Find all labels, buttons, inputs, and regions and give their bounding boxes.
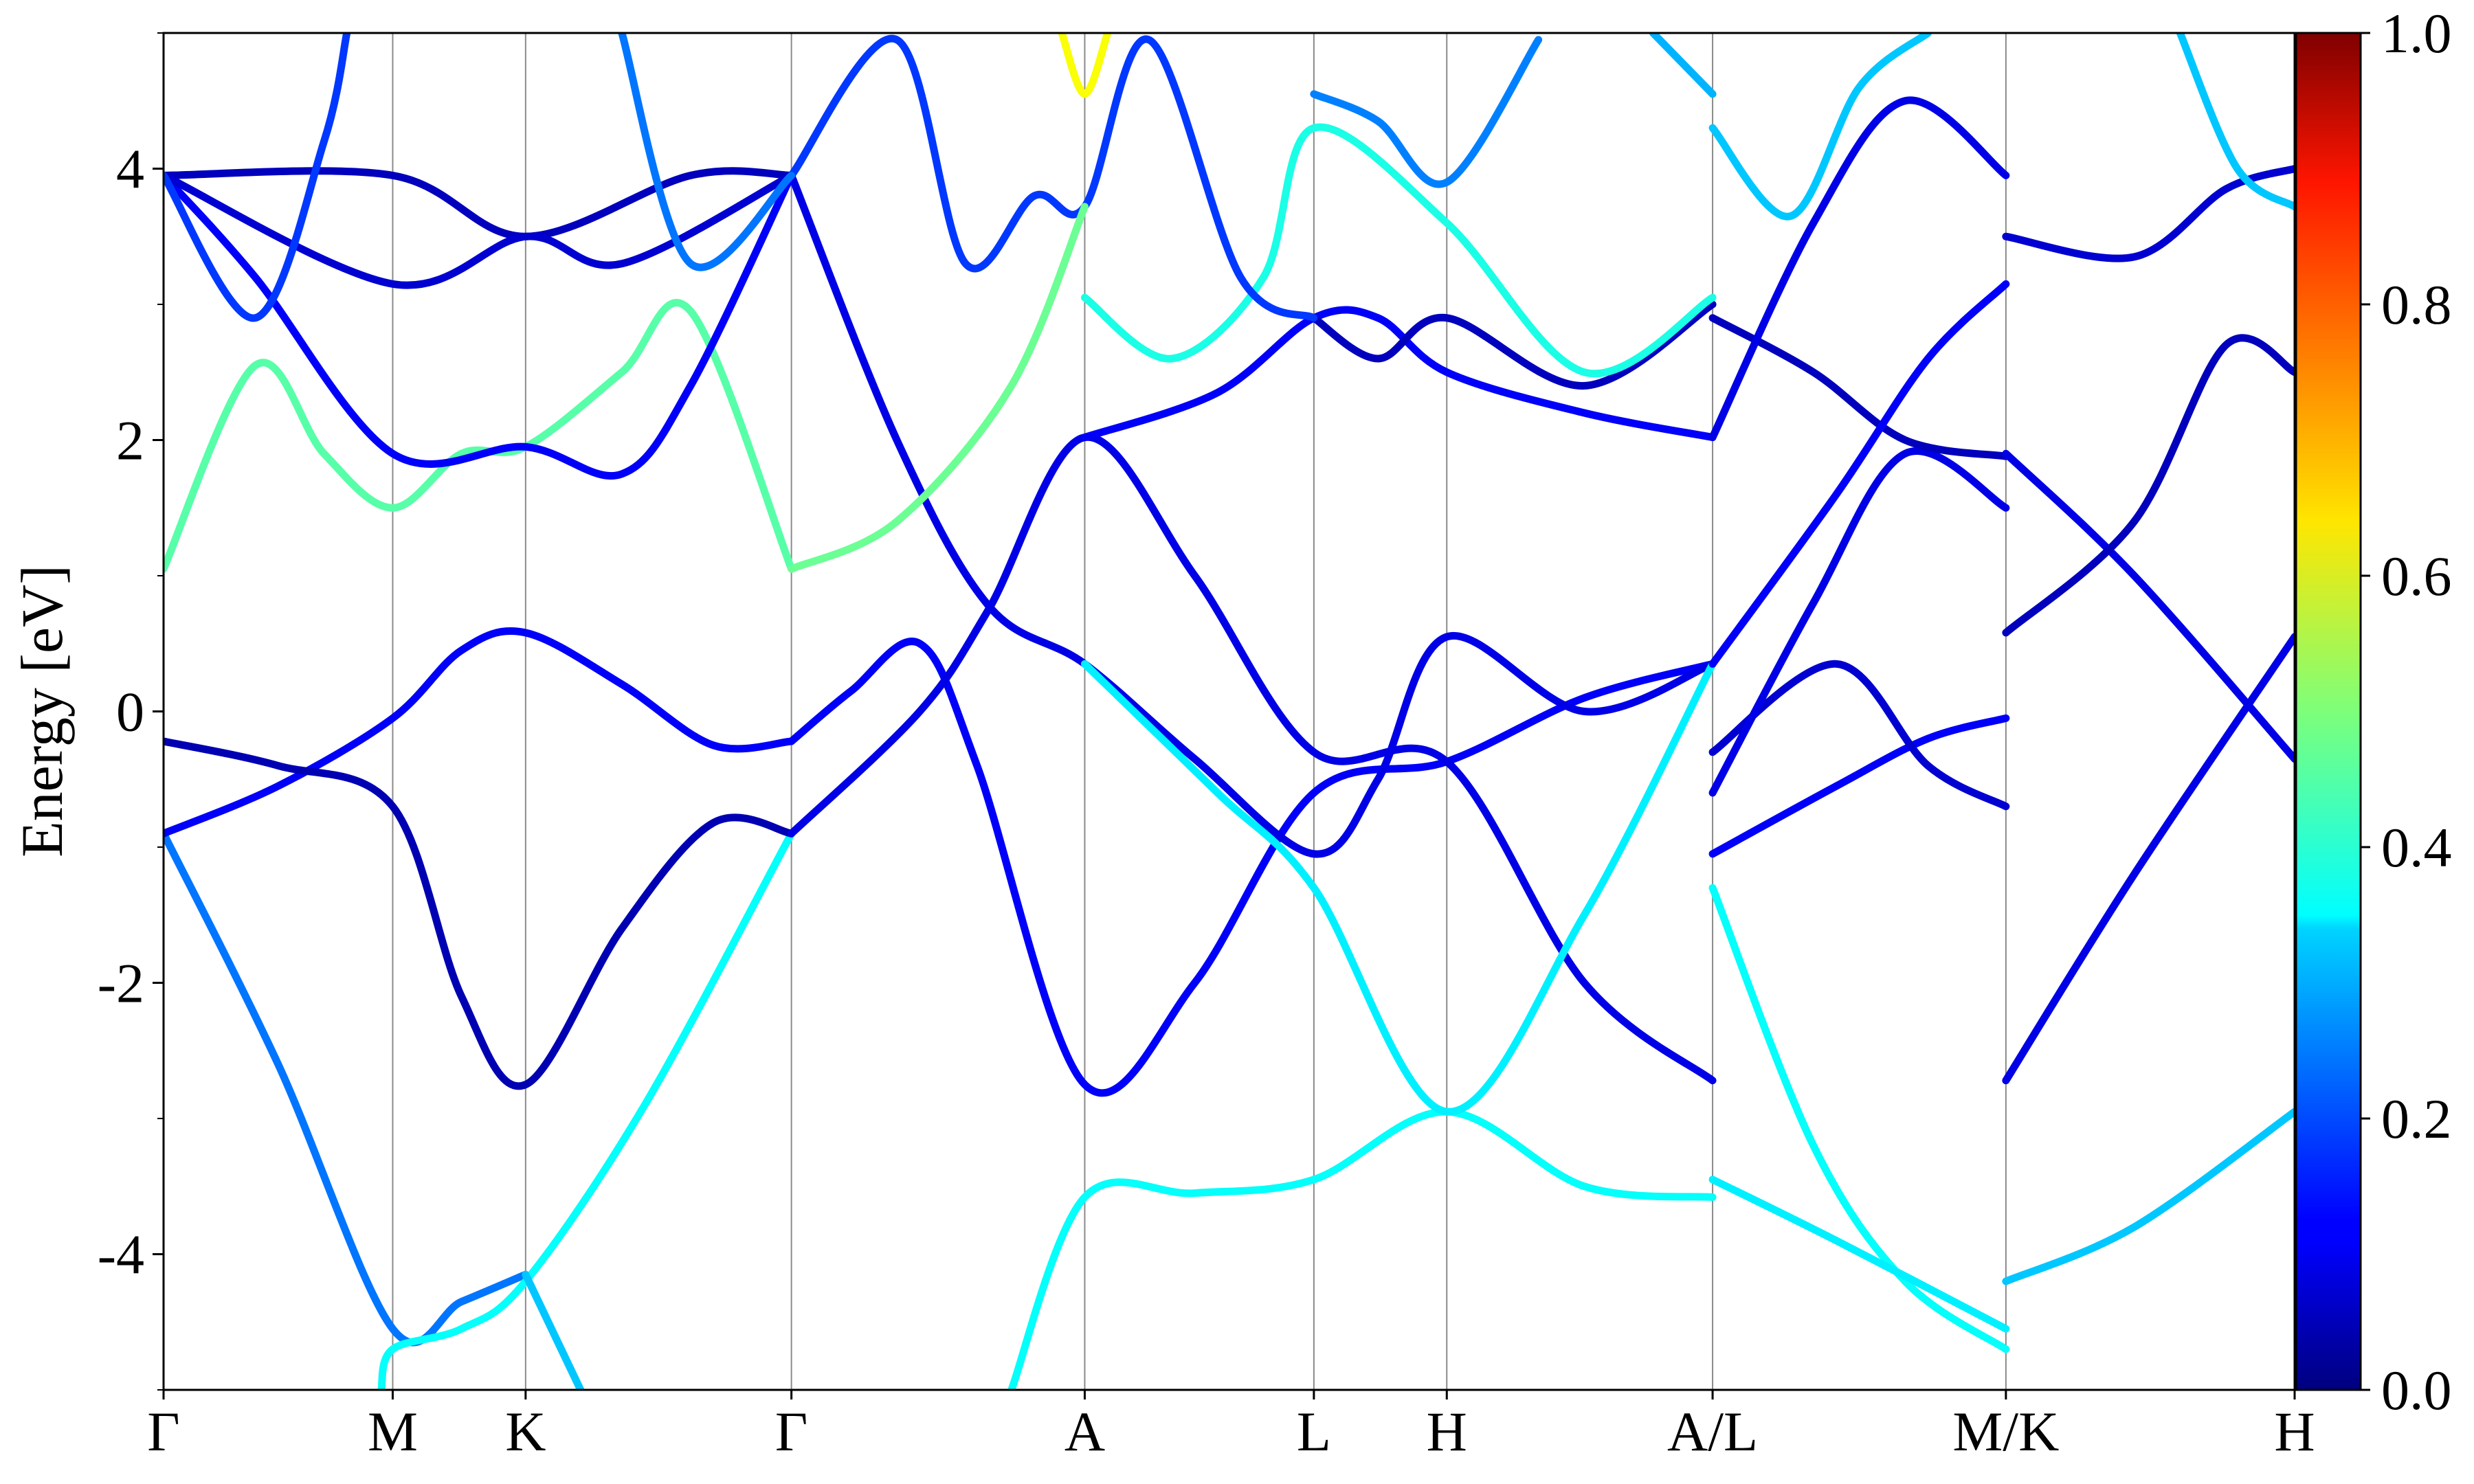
x-tick-label: A (1065, 1400, 1105, 1463)
band-line-4 (164, 627, 796, 837)
band-line-3 (522, 1270, 585, 1390)
band-line-14 (788, 34, 1318, 322)
band-line-7 (788, 433, 1717, 1085)
y-tick-label: -2 (98, 952, 144, 1015)
band-line-9 (1007, 1108, 1717, 1390)
plot-frame (162, 32, 2296, 1391)
x-tick-label: Γ (775, 1400, 807, 1463)
band-line-32 (2176, 33, 2295, 211)
band-line-31 (2002, 165, 2295, 262)
colorbar-tick-label: 0.4 (2381, 816, 2452, 879)
colorbar-tick-label: 1.0 (2381, 2, 2452, 65)
band-line-21 (1708, 660, 2010, 811)
band-line-27 (2002, 1108, 2295, 1285)
band-line-39 (618, 33, 796, 271)
y-tick-label: -4 (98, 1224, 144, 1286)
band-line-33 (164, 299, 796, 573)
band-line-38 (164, 33, 351, 322)
band-line-26 (1708, 33, 1932, 221)
x-tick-label: A/L (1667, 1400, 1758, 1463)
colorbar-tick-label: 0.2 (2381, 1088, 2452, 1150)
band-line-30 (2002, 334, 2295, 637)
colorbar-tick-label: 0.6 (2381, 545, 2452, 607)
energy-bands (164, 33, 2295, 1390)
colorbar-tick-label: 0.8 (2381, 273, 2452, 336)
band-line-19 (1708, 1176, 2010, 1333)
x-tick-label: K (505, 1400, 546, 1463)
band-line-12 (1310, 300, 1717, 390)
band-line-16 (1310, 36, 1543, 188)
band-line-20 (1708, 714, 2010, 858)
band-line-28 (2002, 633, 2295, 1085)
y-tick-label: 4 (116, 138, 144, 201)
colorbar (2295, 32, 2362, 1391)
y-tick-label: 2 (116, 409, 144, 472)
band-line-8 (788, 171, 1717, 858)
band-line-17 (1649, 33, 1717, 98)
x-axis-ticks: Γ M K Γ A L H A/L M/K H (147, 1390, 2315, 1463)
band-line-34 (788, 203, 1089, 573)
x-tick-label: M (368, 1400, 418, 1463)
band-line-22 (1708, 447, 2010, 797)
band-line-1 (164, 829, 530, 1347)
colorbar-ticks: 1.0 0.8 0.6 0.4 0.2 0.0 (2361, 2, 2452, 1421)
band-line-24 (1708, 280, 2010, 668)
high-symmetry-lines (392, 33, 2007, 1390)
y-axis-ticks: 4 2 0 -2 -4 (98, 32, 164, 1391)
band-line-5 (164, 737, 796, 1090)
band-line-18 (1708, 884, 2010, 1353)
band-line-36 (164, 167, 796, 240)
band-line-11 (1080, 306, 1717, 442)
y-axis-title: Energy [eV] (9, 565, 75, 857)
band-line-10 (1080, 660, 1717, 1116)
band-line-35 (164, 171, 796, 480)
band-line-29 (2002, 449, 2295, 763)
band-line-25 (1708, 96, 2010, 442)
y-tick-label: 0 (116, 681, 144, 743)
band-line-15 (1058, 33, 1112, 98)
x-tick-label: L (1297, 1400, 1331, 1463)
band-line-2 (377, 829, 796, 1390)
colorbar-tick-label: 0.0 (2381, 1359, 2452, 1421)
band-line-13 (1080, 123, 1717, 378)
x-tick-label: H (2274, 1400, 2315, 1463)
x-tick-label: M/K (1952, 1400, 2059, 1463)
x-tick-label: Γ (147, 1400, 179, 1463)
band-line-6 (788, 638, 1717, 1097)
x-tick-label: H (1427, 1400, 1467, 1463)
